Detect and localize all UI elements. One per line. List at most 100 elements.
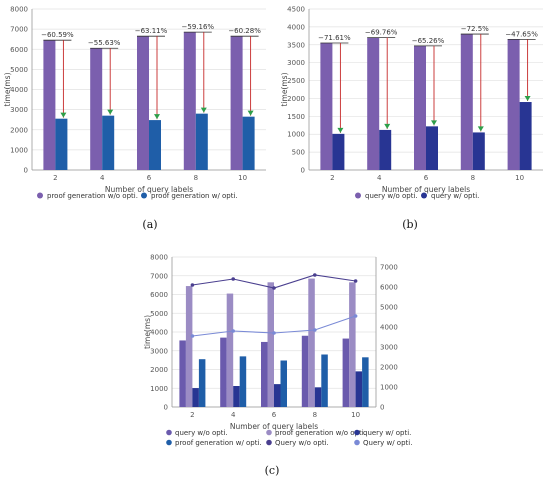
y-tick-label: 8000 bbox=[10, 6, 28, 14]
legend-marker bbox=[421, 192, 427, 199]
bar-with-opti bbox=[332, 133, 345, 170]
bar-with-opti bbox=[102, 115, 115, 170]
y2-tick-label: 5000 bbox=[380, 304, 398, 312]
bar-with-opti bbox=[426, 126, 438, 170]
legend-label: proof generation w/o opti. bbox=[275, 429, 366, 437]
bar-without-opti bbox=[414, 45, 426, 170]
bar-1 bbox=[185, 286, 193, 407]
y-axis-label: time(ms) bbox=[280, 72, 289, 106]
legend-marker bbox=[37, 192, 43, 199]
y-tick-label: 2000 bbox=[150, 366, 168, 374]
y-tick-label: 500 bbox=[292, 149, 305, 157]
y-tick-label: 0 bbox=[164, 404, 168, 412]
bar-with-opti bbox=[242, 116, 255, 170]
reduction-label: −60.28% bbox=[228, 27, 261, 35]
bar-0 bbox=[220, 337, 227, 407]
y-tick-label: 5000 bbox=[10, 66, 28, 74]
y-tick-label: 6000 bbox=[10, 46, 28, 54]
x-tick-label: 10 bbox=[515, 174, 524, 182]
bar-3 bbox=[321, 354, 328, 407]
chart-c: 0 1000 2000 3000 4000 5000 6000 7000 8000 time(ms… bbox=[143, 254, 412, 478]
bar-1 bbox=[349, 282, 356, 407]
y-tick-label: 1000 bbox=[10, 146, 28, 154]
y-tick-label: 3000 bbox=[150, 347, 168, 355]
arrow-head bbox=[384, 123, 391, 129]
y-tick-label: 7000 bbox=[150, 272, 168, 280]
y2-tick-label: 6000 bbox=[380, 284, 398, 292]
legend-label: query w/ opti. bbox=[431, 192, 479, 200]
bar-without-opti bbox=[320, 42, 333, 170]
chart-a: 0 1000 2000 3000 4000 5000 6000 7000 8000 time(ms… bbox=[3, 6, 266, 231]
y-tick-label: 3500 bbox=[287, 41, 305, 49]
bar-without-opti bbox=[367, 37, 380, 170]
bar-with-opti bbox=[195, 113, 208, 170]
legend-marker bbox=[266, 439, 272, 446]
legend-label: proof generation w/o opti. bbox=[47, 192, 138, 200]
bar-without-opti bbox=[183, 32, 196, 170]
y-tick-label: 2500 bbox=[287, 77, 305, 85]
bar-with-opti bbox=[379, 129, 392, 170]
x-axis-label: Number of query labels bbox=[230, 422, 318, 431]
x-tick-label: 4 bbox=[377, 174, 382, 182]
line-point bbox=[190, 283, 195, 287]
panel-label: (a) bbox=[142, 218, 157, 231]
y-tick-label: 6000 bbox=[150, 291, 168, 299]
legend-marker bbox=[355, 192, 361, 199]
bar-0 bbox=[179, 340, 186, 407]
y-tick-label: 0 bbox=[24, 167, 28, 175]
y-tick-label: 0 bbox=[301, 167, 305, 175]
y-tick-label: 8000 bbox=[150, 254, 168, 262]
x-tick-label: 6 bbox=[272, 411, 277, 419]
bar-1 bbox=[267, 282, 274, 407]
panel-label: (c) bbox=[265, 464, 280, 477]
legend-marker bbox=[354, 429, 360, 436]
arrow-head bbox=[524, 96, 531, 102]
legend-marker bbox=[266, 429, 272, 436]
bar-2 bbox=[192, 388, 199, 407]
bar-without-opti bbox=[230, 36, 243, 171]
legend-label: query w/ opti. bbox=[363, 429, 411, 437]
legend-marker bbox=[354, 439, 360, 446]
legend-marker bbox=[141, 192, 147, 199]
y-tick-label: 3000 bbox=[10, 106, 28, 114]
x-tick-label: 2 bbox=[190, 411, 194, 419]
bar-3 bbox=[198, 359, 206, 407]
line-point bbox=[353, 279, 358, 283]
arrow-head bbox=[337, 127, 344, 133]
arrow-head bbox=[60, 112, 67, 118]
x-tick-label: 4 bbox=[100, 174, 105, 182]
line-point bbox=[231, 277, 235, 281]
bar-0 bbox=[301, 335, 309, 407]
x-tick-label: 4 bbox=[231, 411, 236, 419]
bar-without-opti bbox=[507, 39, 520, 171]
x-tick-label: 6 bbox=[424, 174, 429, 182]
x-tick-label: 2 bbox=[53, 174, 57, 182]
y-tick-label: 4000 bbox=[150, 329, 168, 337]
arrow-head bbox=[477, 126, 484, 132]
bar-without-opti bbox=[90, 48, 103, 170]
y-tick-label: 3000 bbox=[287, 59, 305, 67]
y-tick-label: 4000 bbox=[287, 23, 305, 31]
bar-without-opti bbox=[43, 40, 56, 170]
arrow-head bbox=[247, 110, 254, 116]
x-tick-label: 2 bbox=[330, 174, 334, 182]
reduction-label: −72.5% bbox=[461, 25, 489, 33]
chart-b: 0 500 1000 1500 2000 2500 3000 3500 4000 4500 time… bbox=[280, 6, 543, 231]
bar-2 bbox=[233, 386, 240, 407]
bar-3 bbox=[239, 356, 247, 407]
bar-2 bbox=[274, 384, 281, 407]
legend-label: proof generation w/ opti. bbox=[175, 439, 262, 447]
y-tick-label: 5000 bbox=[150, 310, 168, 318]
reduction-label: −55.63% bbox=[88, 39, 121, 47]
bar-3 bbox=[280, 360, 287, 407]
legend-label: query w/o opti. bbox=[175, 429, 228, 437]
bar-1 bbox=[226, 293, 234, 407]
line-point bbox=[231, 329, 235, 333]
y-tick-label: 4000 bbox=[10, 86, 28, 94]
bar-0 bbox=[261, 341, 268, 407]
bar-with-opti bbox=[472, 132, 485, 170]
y-tick-label: 7000 bbox=[10, 26, 28, 34]
reduction-label: −71.61% bbox=[318, 34, 351, 42]
x-tick-label: 8 bbox=[194, 174, 198, 182]
